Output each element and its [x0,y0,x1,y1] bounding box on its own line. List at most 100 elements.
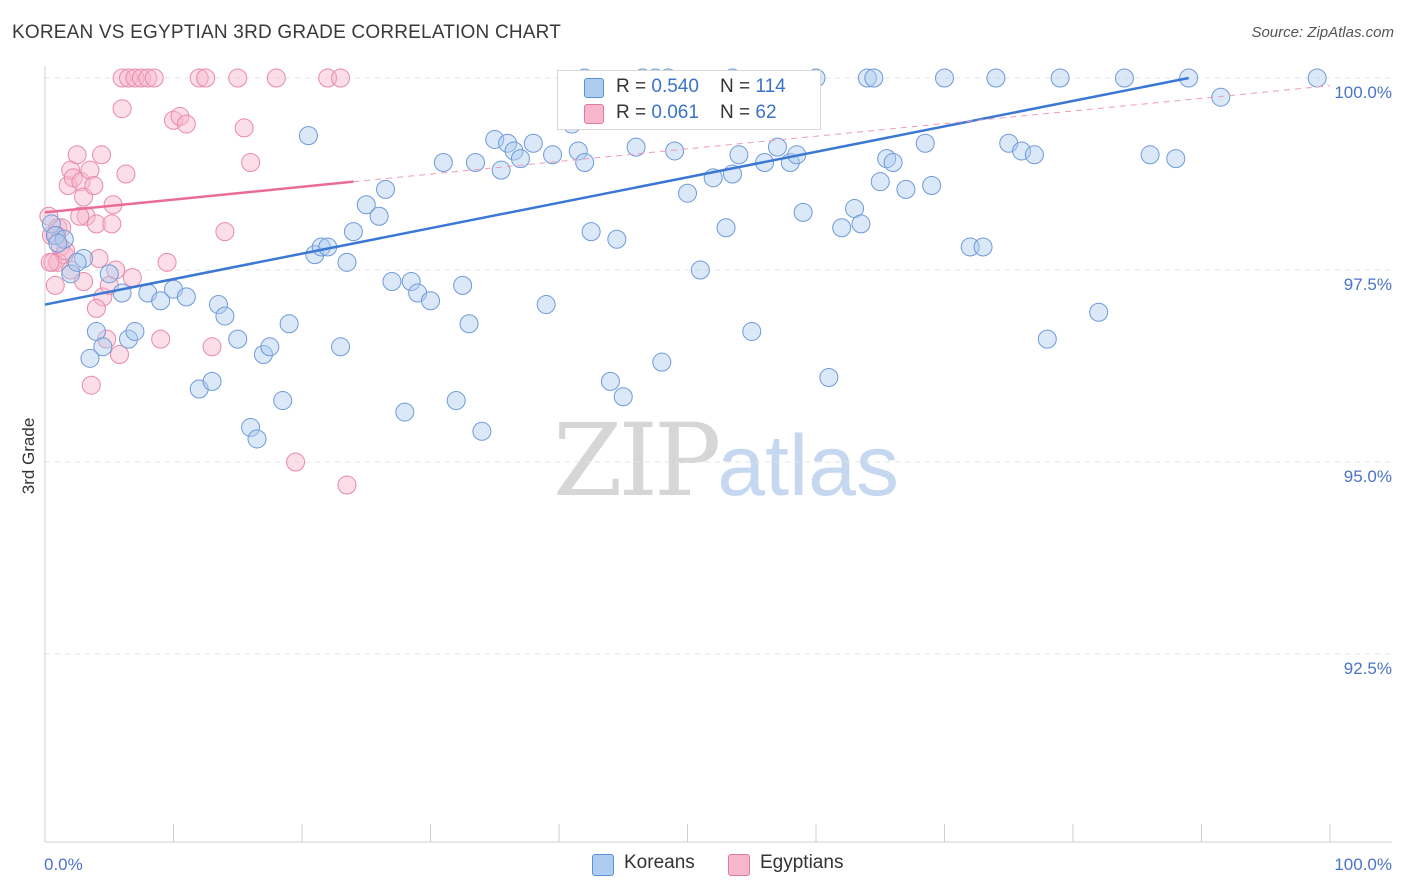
egyptian-point [116,164,136,184]
korean-point [716,218,736,238]
egyptian-point [112,99,132,119]
korean-point [253,344,273,364]
korean-point [864,68,884,88]
egyptian-point [266,68,286,88]
korean-point [465,152,485,172]
korean-point [1211,87,1231,107]
egyptian-point [170,106,190,126]
korean-point [48,233,68,253]
korean-point [600,371,620,391]
egyptian-point [138,68,158,88]
egyptian-point [286,452,306,472]
korean-point [279,314,299,334]
korean-point [401,272,421,292]
legend-label-koreans: Koreans [624,852,695,873]
trend-lines [44,76,1331,306]
korean-point [260,337,280,357]
korean-point [151,291,171,311]
korean-point [793,202,813,222]
egyptian-point [86,298,106,318]
korean-point [331,337,351,357]
korean-point [690,260,710,280]
egyptian-point [80,160,100,180]
egyptian-point [228,68,248,88]
korean-point [510,149,530,169]
korean-point [1037,329,1057,349]
korean-point [935,68,954,88]
watermark-atlas: atlas [717,418,899,514]
korean-point [376,179,396,199]
korean-point [665,141,685,161]
korean-point [273,391,293,411]
egyptian-point [337,475,357,495]
egyptian-point [84,176,104,196]
korean-point [421,291,440,311]
korean-point [395,402,415,422]
y-tick-label: 100.0% [1334,83,1392,102]
korean-point [93,337,113,357]
korean-point [459,314,479,334]
r-label: R = [616,76,652,97]
egyptian-point [196,68,216,88]
korean-point [125,321,145,341]
korean-point [1089,302,1109,322]
korean-point [536,295,556,315]
korean-point [543,145,563,165]
korean-point [337,252,357,272]
n-value: 114 [755,76,786,97]
korean-point [1140,145,1160,165]
korean-point [857,68,877,88]
n-label: N = [720,76,756,97]
korean-point [1024,145,1044,165]
r-label: R = [616,102,652,123]
x-tick-label-max: 100.0% [1334,855,1392,874]
egyptian-point [189,68,209,88]
korean-point [607,229,627,249]
korean-point [1307,68,1327,88]
egyptians-swatch [584,104,604,124]
egyptian-point [234,118,254,138]
egyptian-point [144,68,164,88]
korean-point [112,283,132,303]
korean-point [176,287,196,307]
korean-point [915,133,935,153]
legend-label-egyptians: Egyptians [760,852,844,873]
egyptian-point [45,275,65,295]
korean-point [215,306,235,326]
egyptian-point [151,329,171,349]
korean-point [575,152,595,172]
korean-point [883,152,903,172]
korean-point [896,179,916,199]
korean-point [678,183,697,203]
korean-point [832,218,852,238]
stats-legend: R = 0.540 N = 114 R = 0.061 N = 62 [557,70,821,130]
korean-point [819,368,839,388]
korean-point [208,295,228,315]
korean-point [298,126,318,146]
legend-swatch-koreans [592,854,614,876]
tick-labels: 92.5% 95.0% 97.5% 100.0% 0.0% 100.0% [44,83,1392,874]
korean-point [80,348,100,368]
egyptian-point [122,268,142,288]
korean-point [491,160,511,180]
korean-point [498,133,518,153]
korean-point [729,145,749,165]
korean-point [356,195,376,215]
egyptian-point [202,337,222,357]
watermark-zip: ZIP [553,402,721,519]
korean-point [870,172,890,192]
y-tick-label: 95.0% [1344,467,1392,486]
korean-point [228,329,248,349]
korean-point [652,352,672,372]
source-label: Source: ZipAtlas.com [1251,24,1394,41]
korean-point [767,137,787,157]
koreans-swatch [584,78,604,98]
egyptian-point [92,145,112,165]
egyptians-trend-line [44,180,354,214]
egyptian-point [176,114,196,134]
korean-point [472,421,492,441]
egyptian-point [67,145,87,165]
n-label: N = [720,102,756,123]
korean-point [1050,68,1070,88]
korean-point [453,275,473,295]
